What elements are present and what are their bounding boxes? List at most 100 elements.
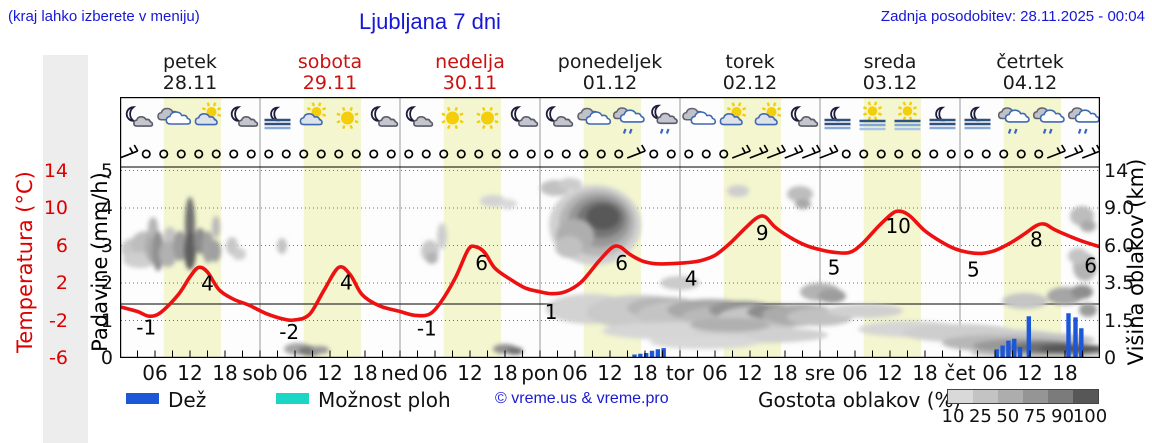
sun-icon: [902, 106, 913, 116]
precip-bar: [1012, 338, 1017, 358]
cloud-blob: [212, 216, 220, 238]
axis-tick-label: 0: [1104, 347, 1117, 369]
sun-icon: [311, 107, 322, 117]
temp-point-label: 6: [475, 251, 488, 275]
moon-icon: [125, 106, 137, 122]
axis-tick-label: 10: [43, 197, 68, 219]
hour-label: 06: [282, 361, 308, 385]
wind-calm-circle: [544, 149, 554, 159]
weather-icon-cloud-drizzle: [997, 107, 1030, 134]
temp-curve: [120, 209, 1100, 323]
weather-icons-row: [125, 101, 1100, 134]
cloud-blob: [437, 223, 447, 249]
day-abbrev-label: ned: [381, 361, 419, 385]
precip-bar: [638, 353, 643, 358]
wind-calm-circle: [509, 149, 519, 159]
weather-icon-moon-cloud: [545, 106, 574, 127]
drizzle-icon: [1077, 128, 1082, 134]
moon-icon: [230, 106, 242, 122]
temp-point-label: 10: [885, 214, 910, 238]
left-axis-background: [43, 55, 88, 443]
wind-calm-circle: [911, 149, 921, 159]
temp-point-label: 4: [340, 270, 353, 294]
temp-point-label: 6: [615, 251, 628, 275]
sun-icon: [446, 111, 459, 125]
precip-bar: [1079, 328, 1084, 358]
drizzle-icon: [1013, 128, 1018, 134]
density-tick-label: 50: [996, 406, 1020, 427]
wind-calm-circle: [334, 149, 344, 159]
cloud-blob: [507, 347, 523, 355]
day-name: sobota: [297, 51, 363, 73]
cloud-blob: [586, 204, 620, 230]
cloud-icon: [656, 112, 678, 125]
cloud-blob: [277, 238, 287, 254]
wind-calm-circle: [894, 149, 904, 159]
axis-tick-label: 14: [1104, 159, 1129, 182]
drizzle-icon: [622, 128, 627, 134]
day-date: 28.11: [162, 72, 218, 94]
cloud-blob: [787, 186, 813, 202]
wind-barb-tick: [829, 147, 834, 154]
hour-label: 12: [877, 361, 903, 385]
weather-icon-cloud: [157, 107, 192, 125]
wind-barb: [1081, 150, 1100, 159]
moon-icon: [790, 106, 802, 122]
wind-calm-circle: [596, 149, 606, 159]
wind-barb-tick: [794, 147, 799, 154]
wind-calm-circle: [649, 149, 659, 159]
wind-barb-tick: [1074, 147, 1079, 154]
day-abbrev-label: tor: [665, 361, 695, 385]
wind-barb: [749, 150, 769, 159]
wind-calm-circle: [491, 149, 501, 159]
weather-icon-sun-cloud: [719, 102, 747, 126]
day-name: četrtek: [996, 51, 1064, 73]
wind-calm-circle: [999, 149, 1009, 159]
wind-calm-circle: [421, 149, 431, 159]
cloud-blob: [1080, 220, 1096, 232]
cloud-icon: [1039, 109, 1065, 123]
drizzle-icon: [1042, 128, 1047, 134]
wind-calm-circle: [579, 149, 589, 159]
day-name: ponedeljek: [557, 51, 663, 73]
weather-icon-moon-fog: [824, 106, 851, 130]
weather-icon-moon-fog: [264, 106, 291, 130]
wind-barb-tick: [133, 144, 139, 152]
wind-barb-tick: [798, 144, 804, 152]
weather-icon-sun-cloud: [299, 102, 327, 126]
day-abbrev-label: čet: [944, 361, 976, 385]
cloud-blob: [1068, 248, 1088, 264]
weather-icon-moon-cloud: [125, 106, 154, 127]
cloud-blob: [727, 185, 749, 197]
density-step: [1073, 390, 1098, 403]
copyright-link[interactable]: © vreme.us & vreme.pro: [495, 390, 669, 407]
cloud-icon: [165, 111, 192, 125]
temp-point-label: 9: [756, 221, 769, 245]
day-date: 02.12: [722, 72, 778, 94]
wind-calm-circle: [876, 149, 886, 159]
plot-frame: [120, 97, 1100, 358]
precip-bar: [649, 350, 655, 358]
sun-icon: [867, 106, 878, 116]
wind-calm-circle: [229, 149, 239, 159]
axis-tick-label: -6: [49, 347, 68, 369]
wind-calm-circle: [386, 149, 396, 159]
day-name: nedelja: [435, 51, 505, 73]
wind-calm-circle: [369, 149, 379, 159]
cloud-blob: [1071, 285, 1093, 299]
hour-label: 06: [562, 361, 588, 385]
drizzle-icon: [659, 128, 664, 134]
wind-calm-circle: [194, 149, 204, 159]
axis-tick-label: 6: [55, 234, 68, 257]
hour-label: 06: [702, 361, 728, 385]
cloud-icon: [133, 116, 154, 127]
cloud-blob: [690, 318, 770, 332]
wind-barb-tick: [741, 147, 746, 154]
wind-row: [120, 144, 1100, 159]
axis-tick-label: 6.0: [1104, 234, 1135, 257]
hour-label: 06: [982, 361, 1008, 385]
wind-calm-circle: [964, 149, 974, 159]
day-abbrev-label: pon: [521, 361, 559, 385]
hour-label: 06: [842, 361, 868, 385]
